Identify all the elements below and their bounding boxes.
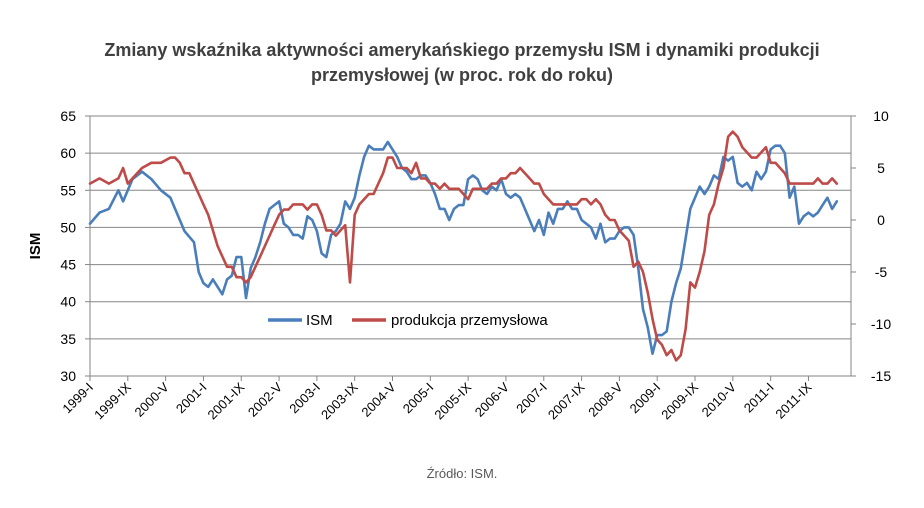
x-tick-label: 2001-IX	[205, 379, 248, 422]
y-axis-title: ISM	[27, 233, 44, 260]
x-tick-label: 2006-V	[472, 379, 512, 419]
y-axis-left-ticks: 30 35 40 45 50 55 60 65	[60, 108, 90, 384]
x-tick-label: 2009-IX	[658, 379, 701, 422]
x-tick-label: 1999-IX	[91, 379, 134, 422]
y2-tick-label: 0	[877, 212, 885, 228]
y-tick-label: 55	[60, 182, 76, 198]
y2-tick-label: -5	[875, 264, 888, 280]
y-tick-label: 30	[60, 368, 76, 384]
x-tick-label: 2009-I	[627, 380, 664, 417]
source-note: Źródło: ISM.	[426, 466, 498, 481]
y-tick-label: 60	[60, 145, 76, 161]
x-tick-label: 2011-IX	[772, 379, 814, 421]
series-line-production	[88, 130, 839, 362]
axes	[89, 116, 852, 377]
y-tick-label: 65	[60, 108, 76, 124]
y2-tick-label: -15	[871, 368, 891, 384]
x-tick-label: 2008-V	[585, 379, 625, 419]
chart-title-line-1: Zmiany wskaźnika aktywności amerykańskie…	[104, 40, 820, 60]
x-tick-label: 2003-IX	[318, 379, 361, 422]
x-tick-label: 1999-I	[59, 380, 96, 417]
x-tick-label: 2007-IX	[545, 379, 588, 422]
x-tick-label: 2002-V	[245, 379, 285, 419]
y-axis-right-ticks: -15 -10 -5 0 5 10	[851, 108, 891, 384]
y2-tick-label: 5	[877, 160, 885, 176]
y-tick-label: 45	[60, 257, 76, 273]
x-tick-label: 2001-I	[173, 380, 210, 417]
x-tick-label: 2003-I	[286, 380, 323, 417]
chart-title-line-2: przemysłowej (w proc. rok do roku)	[310, 65, 614, 85]
gridlines	[90, 115, 851, 340]
y2-tick-label: -10	[871, 316, 891, 332]
x-tick-label: 2010-V	[699, 379, 739, 419]
x-tick-label: 2000-V	[131, 379, 171, 419]
y-tick-label: 40	[60, 294, 76, 310]
x-tick-label: 2011-I	[741, 380, 777, 416]
x-tick-label: 2004-V	[358, 379, 398, 419]
legend: ISM produkcja przemysłowa	[268, 312, 548, 329]
series-lines	[88, 130, 839, 362]
legend-label-production: produkcja przemysłowa	[391, 312, 548, 329]
series-line-ism	[88, 140, 839, 355]
x-tick-label: 2005-I	[400, 380, 437, 417]
y-tick-label: 35	[60, 331, 76, 347]
x-tick-label: 2005-IX	[431, 379, 474, 422]
legend-label-ism: ISM	[306, 312, 333, 329]
x-tick-label: 2007-I	[513, 380, 550, 417]
y-tick-label: 50	[60, 219, 76, 235]
y2-tick-label: 10	[873, 108, 889, 124]
chart-title: Zmiany wskaźnika aktywności amerykańskie…	[0, 38, 924, 88]
